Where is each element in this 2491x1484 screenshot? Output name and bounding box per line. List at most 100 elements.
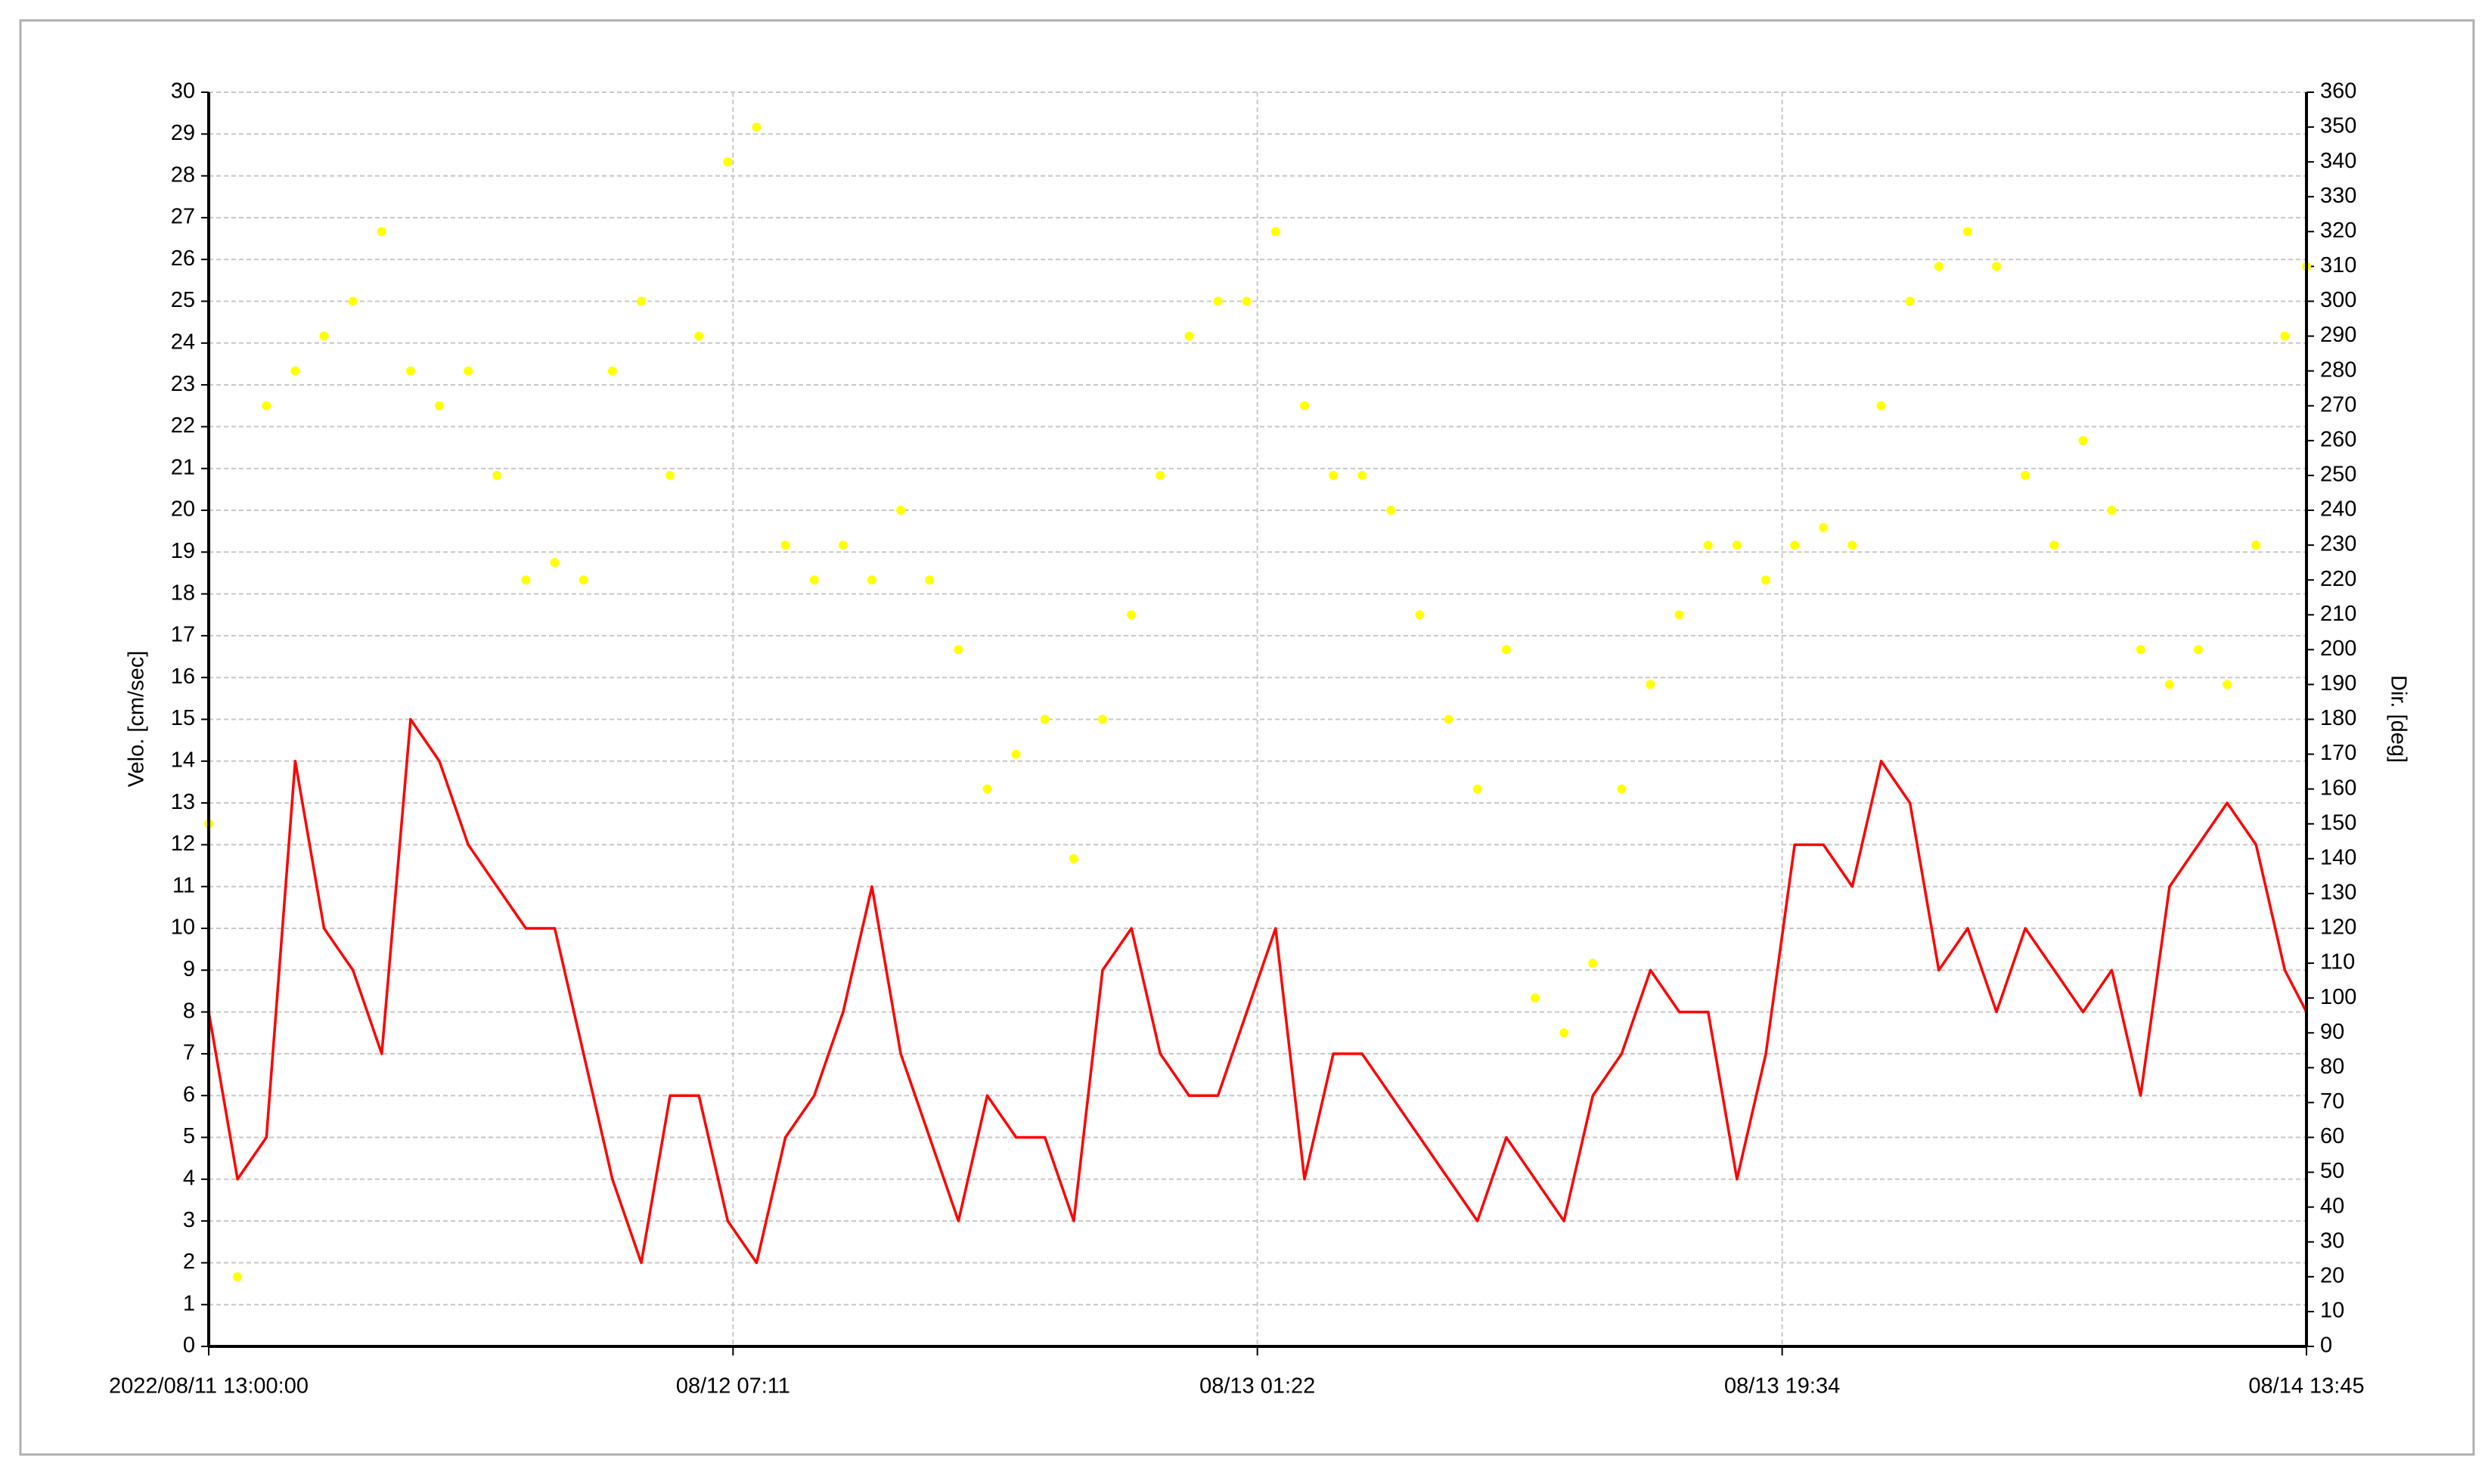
y2-tick-label: 310 bbox=[2320, 253, 2356, 277]
direction-point bbox=[1242, 296, 1252, 306]
y2-tick-label: 260 bbox=[2320, 427, 2356, 451]
direction-point bbox=[1905, 296, 1915, 306]
y2-axis-label: Dir. [deg] bbox=[2386, 675, 2410, 763]
y-tick-label: 14 bbox=[171, 748, 195, 772]
direction-point bbox=[2280, 331, 2290, 341]
y2-tick-label: 190 bbox=[2320, 671, 2356, 696]
direction-point bbox=[1127, 610, 1137, 620]
y-tick-label: 26 bbox=[171, 246, 195, 271]
direction-point bbox=[2223, 680, 2232, 689]
y-tick-label: 13 bbox=[171, 790, 195, 814]
direction-point bbox=[2251, 541, 2261, 550]
y2-tick-label: 20 bbox=[2320, 1263, 2344, 1287]
y2-tick-label: 90 bbox=[2320, 1020, 2344, 1044]
y2-tick-label: 170 bbox=[2320, 741, 2356, 765]
direction-point bbox=[1299, 401, 1309, 411]
y2-tick-label: 240 bbox=[2320, 497, 2356, 522]
y2-tick-label: 0 bbox=[2320, 1334, 2332, 1358]
direction-point bbox=[867, 575, 877, 585]
y-tick-label: 17 bbox=[171, 623, 195, 647]
direction-point bbox=[1501, 645, 1511, 655]
y-tick-label: 19 bbox=[171, 539, 195, 563]
direction-point bbox=[1674, 610, 1684, 620]
y-tick-label: 16 bbox=[171, 665, 195, 689]
direction-point bbox=[262, 401, 271, 411]
direction-point bbox=[1357, 470, 1367, 480]
direction-point bbox=[694, 331, 704, 341]
y2-tick-label: 10 bbox=[2320, 1299, 2344, 1323]
direction-point bbox=[1588, 959, 1598, 968]
y2-tick-label: 80 bbox=[2320, 1055, 2344, 1079]
y2-tick-label: 230 bbox=[2320, 532, 2356, 556]
y2-tick-label: 60 bbox=[2320, 1124, 2344, 1148]
direction-point bbox=[2078, 435, 2088, 445]
direction-point bbox=[1559, 1028, 1569, 1038]
velocity-line bbox=[207, 717, 2308, 1265]
direction-point bbox=[233, 1272, 243, 1281]
direction-point bbox=[1386, 506, 1396, 515]
direction-point bbox=[2164, 680, 2174, 689]
y-tick-label: 18 bbox=[171, 581, 195, 605]
direction-point bbox=[2194, 645, 2204, 655]
direction-point bbox=[1992, 262, 2002, 271]
y-tick-label: 24 bbox=[171, 330, 195, 354]
y2-tick-label: 30 bbox=[2320, 1228, 2344, 1253]
direction-point bbox=[435, 401, 445, 411]
direction-point bbox=[1270, 227, 1280, 237]
direction-point bbox=[1415, 610, 1425, 620]
direction-point bbox=[2107, 506, 2117, 515]
y2-tick-label: 290 bbox=[2320, 323, 2356, 347]
direction-point bbox=[1011, 749, 1021, 759]
direction-point bbox=[2049, 541, 2059, 550]
y-tick-label: 4 bbox=[183, 1166, 195, 1190]
direction-point bbox=[290, 366, 300, 376]
y2-tick-label: 140 bbox=[2320, 845, 2356, 869]
direction-point bbox=[377, 227, 386, 237]
direction-point bbox=[2021, 470, 2030, 480]
y-tick-label: 25 bbox=[171, 288, 195, 312]
direction-point bbox=[925, 575, 935, 585]
direction-point bbox=[896, 506, 906, 515]
direction-point bbox=[780, 541, 790, 550]
direction-point bbox=[723, 157, 733, 167]
direction-point bbox=[1819, 523, 1829, 533]
y-tick-label: 5 bbox=[183, 1124, 195, 1148]
y2-tick-label: 280 bbox=[2320, 358, 2356, 382]
y-tick-label: 12 bbox=[171, 832, 195, 856]
direction-point bbox=[1962, 227, 1972, 237]
direction-point bbox=[665, 470, 675, 480]
y2-tick-label: 180 bbox=[2320, 706, 2356, 730]
y-tick-label: 2 bbox=[183, 1250, 195, 1274]
direction-point bbox=[1703, 541, 1713, 550]
direction-point bbox=[1617, 784, 1627, 794]
y-axis-label: Velo. [cm/sec] bbox=[125, 651, 149, 788]
y2-tick-label: 320 bbox=[2320, 218, 2356, 243]
direction-point bbox=[1329, 470, 1339, 480]
direction-point bbox=[1156, 470, 1165, 480]
x-tick-label: 08/14 13:45 bbox=[2248, 1374, 2364, 1399]
y2-tick-label: 220 bbox=[2320, 567, 2356, 591]
direction-point bbox=[1472, 784, 1482, 794]
direction-point bbox=[1732, 541, 1742, 550]
y2-tick-label: 270 bbox=[2320, 392, 2356, 417]
direction-point bbox=[348, 296, 358, 306]
frame bbox=[19, 19, 2475, 1456]
y2-tick-label: 200 bbox=[2320, 637, 2356, 661]
direction-point bbox=[1213, 296, 1223, 306]
y2-tick-label: 340 bbox=[2320, 149, 2356, 173]
x-tick-label: 2022/08/11 13:00:00 bbox=[109, 1374, 309, 1399]
y-tick-label: 9 bbox=[183, 957, 195, 981]
y2-tick-label: 110 bbox=[2320, 950, 2355, 974]
direction-point bbox=[954, 645, 963, 655]
direction-point bbox=[1646, 680, 1655, 689]
y2-tick-label: 130 bbox=[2320, 881, 2356, 905]
y-tick-label: 30 bbox=[171, 79, 195, 104]
y-tick-label: 15 bbox=[171, 706, 195, 730]
y-tick-label: 7 bbox=[183, 1041, 195, 1065]
y-tick-label: 3 bbox=[183, 1208, 195, 1232]
direction-point bbox=[1790, 541, 1800, 550]
x-tick-label: 08/13 19:34 bbox=[1724, 1374, 1840, 1399]
direction-point bbox=[319, 331, 329, 341]
y-tick-label: 29 bbox=[171, 121, 195, 145]
